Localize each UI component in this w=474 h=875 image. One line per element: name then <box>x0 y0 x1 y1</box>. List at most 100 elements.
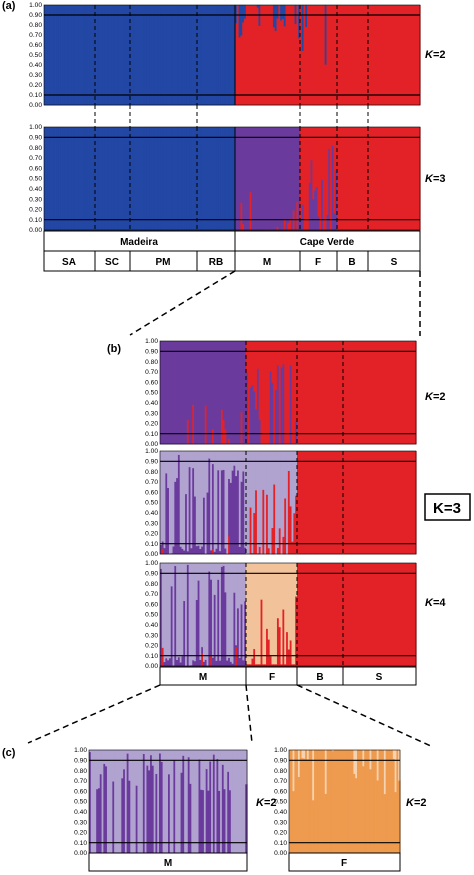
plot-frame <box>159 340 417 445</box>
bar-segment-lilac <box>228 563 231 658</box>
bar-segment-red <box>401 451 405 555</box>
bar-segment-red <box>343 341 346 445</box>
bar-segment-lilac <box>232 750 236 854</box>
bar-segment-red <box>256 552 260 555</box>
bar-segment-pale_orange <box>369 750 372 770</box>
bar-segment-lilac <box>266 451 269 495</box>
bar-segment-purple <box>173 759 176 854</box>
bar-segment-red <box>296 200 299 231</box>
bar-segment-red <box>298 563 302 667</box>
bar-segment-purple <box>174 565 177 667</box>
bar-segment-red <box>222 419 226 445</box>
bar-segment-red <box>303 5 306 106</box>
bar-segment-purple <box>174 481 177 555</box>
bar-segment-blue <box>62 127 65 231</box>
bar-segment-red <box>192 404 195 445</box>
bar-segment-red <box>287 341 291 445</box>
bar-segment-red <box>375 5 378 106</box>
bar-segment-orange <box>392 758 396 854</box>
bar-segment-red <box>366 451 369 555</box>
bar-segment-orange <box>323 750 326 854</box>
bar-segment-blue <box>157 5 160 106</box>
bar-segment-red <box>315 127 319 188</box>
bar-segment-purple <box>265 127 269 230</box>
bar-segment-lilac <box>182 750 185 756</box>
bar-segment-peach <box>273 563 276 665</box>
bar-segment-lilac <box>240 451 244 482</box>
bar-segment-red <box>353 5 356 106</box>
bar-segment-red <box>367 563 371 667</box>
bar-segment-purple <box>128 780 131 854</box>
bar-segment-purple <box>240 481 244 555</box>
bar-segment-purple <box>220 341 224 410</box>
bar-segment-blue <box>233 5 236 106</box>
bar-segment-red <box>258 663 262 667</box>
bar-segment-purple <box>275 389 278 445</box>
bar-segment-pale_orange <box>383 750 387 795</box>
bar-segment-purple <box>244 127 247 231</box>
bar-segment-red <box>359 563 362 667</box>
bar-segment-red <box>228 535 231 555</box>
bar-segment-lilac <box>174 451 177 482</box>
bar-segment-red <box>396 341 399 445</box>
bar-segment-red <box>360 341 364 445</box>
bar-segment-blue <box>67 127 71 231</box>
group-bars-purpleRed <box>160 341 247 445</box>
bar-segment-orange <box>371 750 374 854</box>
bar-segment-purple <box>238 546 242 555</box>
bar-segment-red <box>351 127 355 231</box>
bar-segment-purple <box>314 190 317 231</box>
bar-segment-red <box>414 341 417 445</box>
bar-segment-lilac <box>215 451 218 549</box>
bar-segment-red <box>278 527 282 555</box>
bar-segment-lilac <box>223 750 227 790</box>
bar-segment-red <box>298 341 302 445</box>
bar-segment-red <box>278 626 282 667</box>
bar-segment-red <box>266 494 269 555</box>
bar-segment-blue <box>89 5 92 106</box>
y-tick-label: 0.40 <box>29 186 42 193</box>
k-label-b-k4: K=4 <box>425 597 446 609</box>
bar-segment-lilac <box>193 750 196 854</box>
bar-segment-red <box>330 341 333 445</box>
bar-segment-red <box>392 341 396 445</box>
bar-segment-red <box>399 563 403 667</box>
bar-segment-purple <box>195 341 199 445</box>
y-tick-label: 0.50 <box>74 799 87 806</box>
plot-frame <box>159 450 417 555</box>
y-tick-label: 0.90 <box>145 571 158 578</box>
bar-segment-red <box>294 23 297 106</box>
pop-s: S <box>391 257 398 268</box>
bar-segment-red <box>334 341 337 445</box>
bar-segment-lilac <box>170 451 174 554</box>
y-tick-label: 0.70 <box>29 155 42 162</box>
y-tick-label: 0.10 <box>145 541 158 548</box>
bar-segment-purple <box>222 469 226 555</box>
bar-segment-red <box>254 5 258 106</box>
bar-segment-blue <box>272 5 276 28</box>
bar-segment-purple <box>301 204 305 231</box>
bar-segment-red <box>380 127 383 231</box>
bar-segment-blue <box>98 5 102 106</box>
bar-segment-blue <box>126 127 129 231</box>
bar-segment-peach <box>258 563 262 665</box>
bar-segment-purple <box>179 341 183 445</box>
bar-segment-lilac <box>130 750 133 854</box>
pop-pm: PM <box>156 257 171 268</box>
bar-segment-purple <box>96 788 99 854</box>
bar-segment-red <box>281 18 285 106</box>
bar-segment-purple <box>256 127 260 231</box>
bar-segment-blue <box>153 127 156 231</box>
bar-segment-blue <box>180 127 184 231</box>
bar-segment-red <box>353 451 357 555</box>
bar-segment-red <box>331 127 335 146</box>
y-tick-label: 1.00 <box>145 338 158 345</box>
bar-segment-red <box>324 127 328 231</box>
bar-segment-blue <box>148 5 151 106</box>
bar-segment-blue <box>87 5 91 106</box>
bar-segment-purple <box>174 341 177 445</box>
bar-segment-red <box>314 451 318 555</box>
bar-segment-purple <box>172 546 175 555</box>
bar-segment-lilac <box>203 750 207 854</box>
y-tick-label: 0.50 <box>145 612 158 619</box>
